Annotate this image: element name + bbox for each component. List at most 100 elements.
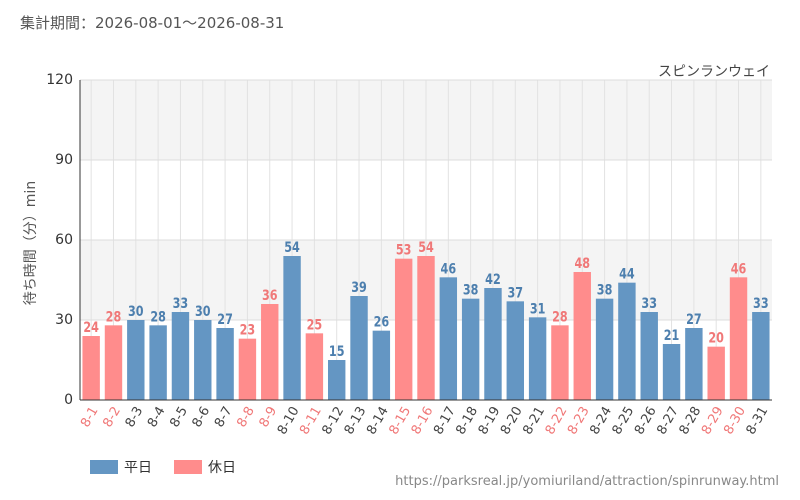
x-tick-label: 8-25 <box>610 404 638 437</box>
data-label: 38 <box>597 281 613 298</box>
x-tick-label: 8-23 <box>565 404 593 437</box>
bar-weekday <box>618 282 636 400</box>
x-tick-label: 8-10 <box>275 404 303 437</box>
y-tick-label: 90 <box>55 152 73 168</box>
data-label: 20 <box>708 329 724 346</box>
x-tick-label: 8-14 <box>364 404 392 437</box>
bar-weekday <box>283 256 301 400</box>
data-label: 21 <box>664 327 680 344</box>
data-label: 36 <box>262 287 278 304</box>
bar-weekday <box>149 325 167 400</box>
bar-weekday <box>216 328 234 400</box>
bar-weekday <box>640 312 658 400</box>
x-tick-label: 8-16 <box>409 404 437 437</box>
legend-swatch-holiday <box>174 460 202 474</box>
period-label: 集計期間：2026-08-01～2026-08-31 <box>20 14 285 32</box>
bar-weekday <box>328 360 346 400</box>
data-label: 23 <box>240 321 256 338</box>
bar-weekday <box>127 320 145 400</box>
y-tick-label: 60 <box>55 232 73 248</box>
bar-weekday <box>528 317 547 400</box>
data-label: 53 <box>396 241 412 258</box>
data-label: 54 <box>418 239 434 256</box>
bar-holiday <box>305 333 324 400</box>
y-tick-label: 120 <box>46 72 73 88</box>
data-label: 37 <box>508 284 524 301</box>
data-label: 28 <box>106 308 122 325</box>
legend-item-holiday[interactable]: 休日 <box>174 457 236 477</box>
legend-item-weekday[interactable]: 平日 <box>90 457 152 477</box>
data-label: 24 <box>83 319 99 336</box>
bar-holiday <box>573 272 591 400</box>
data-label: 42 <box>485 271 501 288</box>
legend-label-holiday: 休日 <box>208 460 236 476</box>
x-tick-label: 8-1 <box>78 404 102 430</box>
bar-weekday <box>439 277 458 400</box>
bar-holiday <box>82 336 100 400</box>
data-label: 38 <box>463 281 479 298</box>
data-label: 25 <box>307 316 323 333</box>
x-tick-label: 8-21 <box>520 404 548 437</box>
data-label: 30 <box>195 303 211 320</box>
x-tick-label: 8-7 <box>212 404 236 430</box>
bar-weekday <box>506 301 524 400</box>
x-tick-label: 8-15 <box>386 404 414 437</box>
x-tick-label: 8-5 <box>167 404 191 430</box>
x-tick-label: 8-20 <box>498 404 526 437</box>
data-label: 26 <box>374 313 390 330</box>
legend-swatch-weekday <box>90 460 118 474</box>
x-tick-label: 8-28 <box>677 404 705 437</box>
x-tick-label: 8-22 <box>543 404 571 437</box>
bar-weekday <box>350 296 368 400</box>
x-tick-label: 8-18 <box>453 404 481 437</box>
x-tick-label: 8-30 <box>721 404 749 437</box>
chart-title: スピンランウェイ <box>658 64 770 80</box>
data-label: 48 <box>574 255 590 272</box>
x-tick-label: 8-8 <box>234 404 258 430</box>
data-label: 33 <box>753 295 769 312</box>
bar-holiday <box>261 304 279 400</box>
x-tick-label: 8-19 <box>476 404 504 437</box>
x-tick-label: 8-17 <box>431 404 459 437</box>
data-label: 27 <box>686 311 702 328</box>
data-label: 30 <box>128 303 144 320</box>
x-tick-label: 8-27 <box>654 404 682 437</box>
y-tick-label: 30 <box>55 312 73 328</box>
source-url[interactable]: https://parksreal.jp/yomiuriland/attract… <box>395 474 779 489</box>
y-tick-label: 0 <box>64 392 73 408</box>
bar-series <box>82 256 770 400</box>
data-label: 46 <box>441 260 457 277</box>
data-label: 33 <box>641 295 657 312</box>
bar-holiday <box>394 258 413 400</box>
data-label: 54 <box>284 239 300 256</box>
data-label: 46 <box>731 260 747 277</box>
bar-holiday <box>238 338 257 400</box>
bar-weekday <box>484 288 502 400</box>
bar-holiday <box>707 346 725 400</box>
x-tick-label: 8-11 <box>297 404 325 437</box>
bar-weekday <box>461 298 480 400</box>
x-tick-label: 8-29 <box>699 404 727 437</box>
bar-holiday <box>729 277 748 400</box>
bar-holiday <box>417 256 435 400</box>
x-tick-label: 8-26 <box>632 404 660 437</box>
data-label: 28 <box>150 308 166 325</box>
bar-weekday <box>662 344 681 400</box>
data-label: 28 <box>552 308 568 325</box>
x-tick-label: 8-24 <box>587 404 615 437</box>
x-tick-label: 8-31 <box>744 404 772 437</box>
data-label: 31 <box>530 300 546 317</box>
bar-weekday <box>194 320 212 400</box>
data-label: 39 <box>351 279 367 296</box>
data-label: 15 <box>329 343 345 360</box>
axes <box>79 80 772 401</box>
x-tick-label: 8-2 <box>100 404 124 430</box>
y-axis-title: 待ち時間（分）min <box>23 181 39 305</box>
bar-weekday <box>752 312 770 400</box>
bar-weekday <box>372 330 391 400</box>
bar-holiday <box>551 325 569 400</box>
legend-label-weekday: 平日 <box>124 460 152 476</box>
x-tick-label: 8-3 <box>123 404 147 430</box>
bar-weekday <box>595 298 614 400</box>
